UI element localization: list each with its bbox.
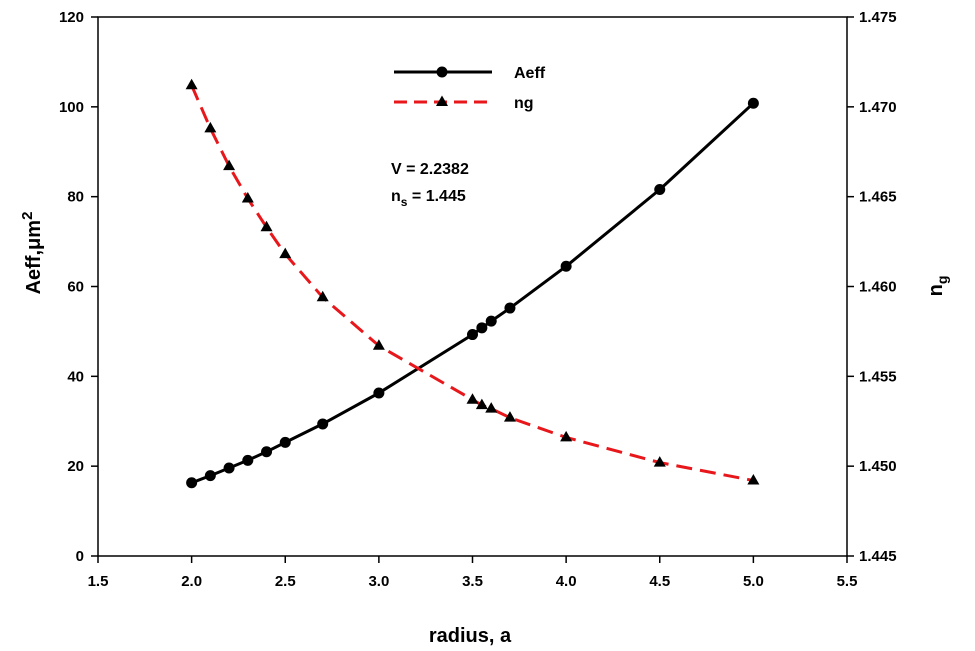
- data-point-ng: [204, 121, 217, 133]
- legend: Aeff ng: [394, 65, 546, 112]
- left-y-tick-label: 0: [76, 548, 84, 565]
- legend-marker-aeff: [436, 66, 448, 78]
- data-point-ng: [747, 474, 760, 485]
- left-y-axis-title: Aeff,μm2: [19, 212, 45, 295]
- annotation-ns-rest: = 1.445: [407, 188, 465, 205]
- right-y-tick-label: 1.465: [859, 189, 897, 206]
- data-point-aeff: [654, 183, 666, 195]
- x-tick-label: 5.0: [743, 573, 764, 590]
- data-point-aeff: [476, 322, 488, 334]
- left-y-tick-label: 120: [59, 9, 84, 26]
- data-point-aeff: [485, 315, 497, 327]
- data-point-ng: [372, 339, 385, 350]
- left-y-axis-title-mu: μ: [23, 238, 45, 250]
- right-y-tick-label: 1.475: [859, 9, 897, 26]
- annotation-ns-sub: s: [401, 195, 408, 209]
- data-point-aeff: [560, 260, 572, 272]
- series-line-aeff: [191, 102, 755, 485]
- right-y-tick-label: 1.450: [859, 458, 897, 475]
- right-y-tick-label: 1.445: [859, 548, 897, 565]
- data-point-ng: [560, 430, 573, 442]
- data-point-ng: [260, 220, 273, 232]
- annotation-v: V = 2.2382: [391, 161, 469, 178]
- left-y-tick-label: 100: [59, 99, 84, 116]
- left-y-axis-ticks: 0 20 40 60 80 100 120: [59, 9, 98, 565]
- data-point-aeff: [373, 387, 385, 399]
- data-point-aeff: [242, 454, 254, 466]
- data-point-ng: [485, 402, 498, 413]
- left-y-tick-label: 80: [67, 189, 84, 206]
- left-y-axis-title-base: Aeff,: [23, 250, 45, 294]
- left-y-axis-title-unit: m: [23, 220, 45, 238]
- x-tick-label: 3.0: [368, 573, 389, 590]
- x-tick-label: 2.5: [275, 573, 296, 590]
- x-tick-label: 4.0: [556, 573, 577, 590]
- legend-marker-ng: [436, 95, 448, 106]
- left-y-axis-title-sup: 2: [19, 212, 36, 220]
- x-tick-label: 3.5: [462, 573, 483, 590]
- x-tick-label: 2.0: [181, 573, 202, 590]
- x-axis-title: radius, a: [429, 625, 512, 647]
- right-y-axis-title-base: n: [925, 284, 947, 296]
- left-y-tick-label: 40: [67, 368, 84, 385]
- data-point-aeff: [186, 477, 198, 489]
- left-y-tick-label: 60: [67, 279, 84, 296]
- data-point-ng: [185, 78, 198, 90]
- data-point-ng: [223, 159, 236, 171]
- data-point-aeff: [204, 470, 216, 482]
- right-y-axis-title-sub: g: [934, 276, 950, 285]
- x-tick-label: 1.5: [88, 573, 109, 590]
- data-point-aeff: [317, 418, 329, 430]
- x-tick-label: 4.5: [649, 573, 670, 590]
- legend-label-aeff: Aeff: [514, 65, 546, 82]
- data-point-ng: [475, 398, 488, 410]
- right-y-tick-label: 1.455: [859, 368, 897, 385]
- x-tick-label: 5.5: [837, 573, 858, 590]
- data-point-ng: [241, 191, 254, 203]
- data-point-aeff: [261, 446, 273, 458]
- series-layer: [185, 78, 760, 489]
- right-y-axis-title: ng: [925, 276, 950, 297]
- annotation-ns-main: n: [391, 188, 401, 205]
- data-point-ng: [503, 411, 516, 422]
- data-point-ng: [653, 456, 666, 467]
- data-point-aeff: [279, 436, 291, 448]
- right-y-tick-label: 1.470: [859, 99, 897, 116]
- data-point-aeff: [504, 302, 516, 314]
- legend-label-ng: ng: [514, 95, 534, 112]
- right-y-tick-label: 1.460: [859, 279, 897, 296]
- right-y-axis-ticks: 1.445 1.450 1.455 1.460 1.465 1.470 1.475: [847, 9, 897, 565]
- data-point-ng: [316, 290, 329, 302]
- left-y-tick-label: 20: [67, 458, 84, 475]
- annotation-ns: ns = 1.445: [391, 188, 466, 209]
- data-point-ng: [279, 247, 292, 259]
- series-line-ng: [190, 84, 754, 482]
- data-point-aeff: [223, 462, 235, 474]
- data-point-aeff: [747, 97, 759, 109]
- data-point-ng: [466, 393, 479, 404]
- data-point-aeff: [467, 329, 478, 341]
- x-axis-ticks: 1.5 2.0 2.5 3.0 3.5 4.0 4.5 5.0 5.5: [88, 556, 858, 590]
